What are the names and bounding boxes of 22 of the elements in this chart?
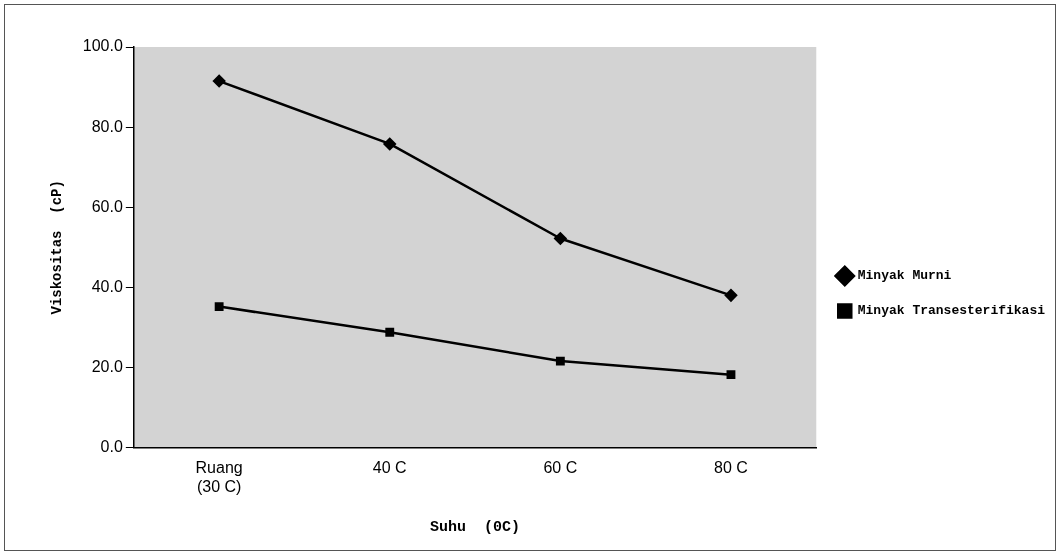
y-tick-label: 40.0 <box>91 277 123 295</box>
x-tick-label: 40 C <box>372 458 407 476</box>
x-tick-label: 80 C <box>714 458 748 476</box>
y-tick-label: 20.0 <box>91 357 123 375</box>
y-tick-label: 80.0 <box>91 117 123 135</box>
y-tick-label: 60.0 <box>91 197 123 215</box>
x-axis-title: Suhu (0C) <box>430 518 521 536</box>
legend-label: Minyak Transesterifikasi <box>857 303 1046 319</box>
point <box>214 302 224 312</box>
y-axis-title: Viskositas (cP) <box>48 180 65 315</box>
point <box>555 356 565 366</box>
y-tick-label: 100.0 <box>82 37 123 55</box>
point <box>554 232 567 245</box>
y-tick-label: 0.0 <box>100 438 123 456</box>
legend-label: Minyak Murni <box>857 268 952 284</box>
point <box>212 74 226 88</box>
x-tick-label: 60 C <box>543 458 578 476</box>
point <box>385 327 395 337</box>
point <box>726 370 736 380</box>
point <box>724 289 738 302</box>
point <box>383 137 396 151</box>
x-tick-label: Ruang (30 C) <box>195 458 243 495</box>
